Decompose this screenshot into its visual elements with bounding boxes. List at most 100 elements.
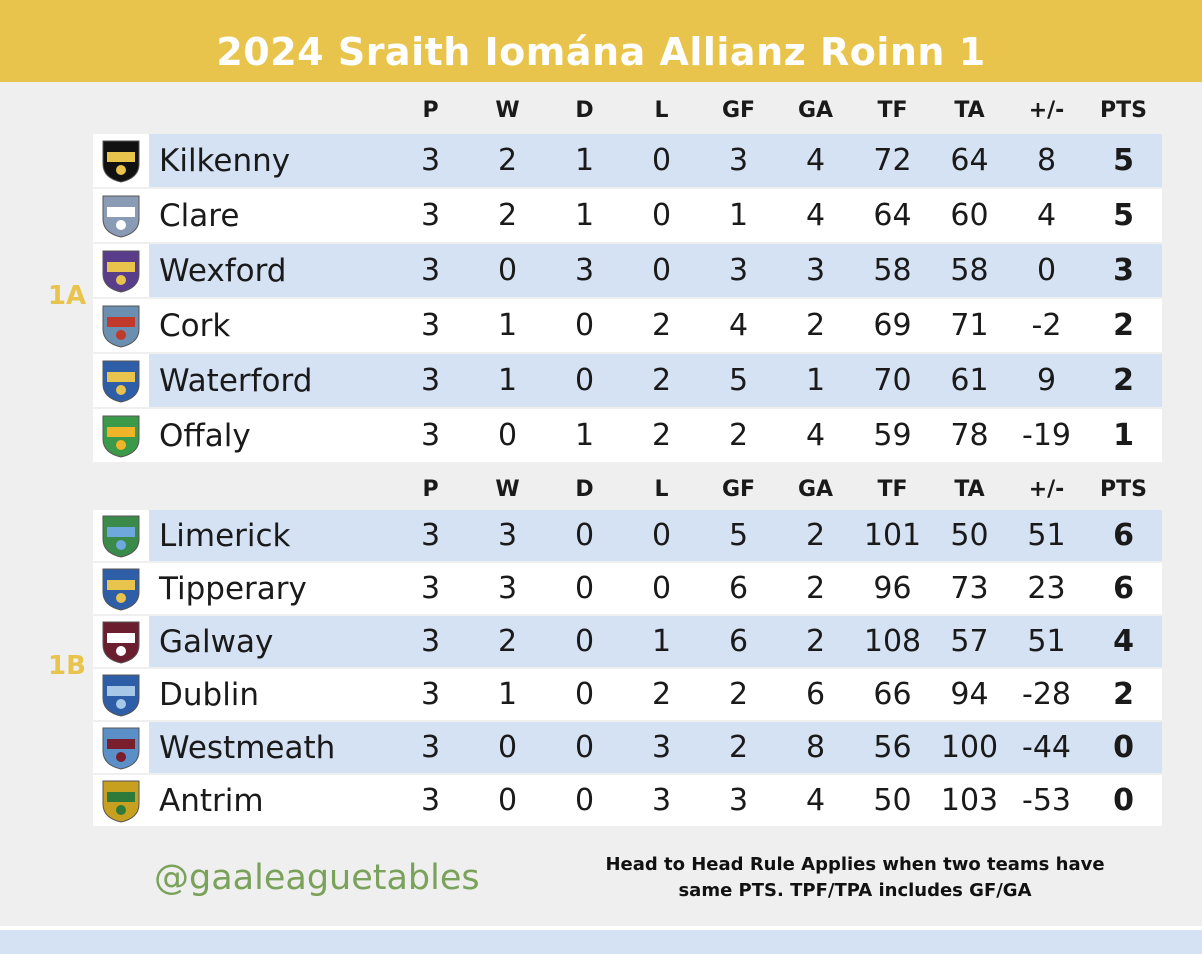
stat-ta: 57 xyxy=(950,624,989,659)
column-header: L xyxy=(654,97,669,123)
stat-ta: 78 xyxy=(950,418,989,453)
column-header: +/- xyxy=(1028,97,1065,123)
stat-l: 2 xyxy=(651,418,672,453)
stat-diff: -2 xyxy=(1031,308,1062,343)
stat-p: 3 xyxy=(420,624,441,659)
row-cells: Westmeath 3 0 0 3 2 8 56 100 -44 0 xyxy=(149,722,1162,773)
column-header: W xyxy=(495,476,520,502)
stat-tf: 108 xyxy=(863,624,922,659)
county-crest-icon xyxy=(93,134,149,187)
county-crest-icon xyxy=(93,775,149,826)
stat-pts: 2 xyxy=(1113,677,1134,712)
stat-l: 2 xyxy=(651,363,672,398)
stat-p: 3 xyxy=(420,198,441,233)
stat-d: 0 xyxy=(574,363,595,398)
stat-pts: 3 xyxy=(1113,253,1134,288)
stat-tf: 56 xyxy=(873,730,912,765)
stat-p: 3 xyxy=(420,363,441,398)
stat-p: 3 xyxy=(420,308,441,343)
stat-tf: 66 xyxy=(873,677,912,712)
team-name: Westmeath xyxy=(159,729,336,766)
stat-d: 0 xyxy=(574,308,595,343)
group-label: 1A xyxy=(47,281,87,311)
stat-ta: 94 xyxy=(950,677,989,712)
stat-l: 1 xyxy=(651,624,672,659)
stat-diff: 4 xyxy=(1036,198,1057,233)
row-cells: Limerick 3 3 0 0 5 2 101 50 51 6 xyxy=(149,510,1162,561)
table-row: Wexford 3 0 3 0 3 3 58 58 0 3 xyxy=(93,244,1162,297)
stat-w: 2 xyxy=(497,198,518,233)
stat-l: 2 xyxy=(651,677,672,712)
county-crest-icon xyxy=(93,510,149,561)
table-row: Westmeath 3 0 0 3 2 8 56 100 -44 0 xyxy=(93,722,1162,773)
row-cells: Tipperary 3 3 0 0 6 2 96 73 23 6 xyxy=(149,563,1162,614)
stat-tf: 59 xyxy=(873,418,912,453)
stat-pts: 4 xyxy=(1113,624,1134,659)
stat-d: 3 xyxy=(574,253,595,288)
title-bar: 2024 Sraith Iomána Allianz Roinn 1 xyxy=(0,0,1202,82)
team-name: Limerick xyxy=(159,517,291,554)
stat-gf: 3 xyxy=(728,783,749,818)
column-header: TF xyxy=(877,97,908,123)
stat-w: 1 xyxy=(497,363,518,398)
stat-ta: 60 xyxy=(950,198,989,233)
footer-bar xyxy=(0,930,1202,954)
footer-divider xyxy=(0,926,1202,930)
table-row: Limerick 3 3 0 0 5 2 101 50 51 6 xyxy=(93,510,1162,561)
column-header: TA xyxy=(954,97,985,123)
county-crest-icon xyxy=(93,616,149,667)
column-header: P xyxy=(422,97,439,123)
twitter-handle: @gaaleaguetables xyxy=(154,858,480,898)
stat-ta: 71 xyxy=(950,308,989,343)
stat-diff: 51 xyxy=(1027,624,1066,659)
table-row: Tipperary 3 3 0 0 6 2 96 73 23 6 xyxy=(93,563,1162,614)
county-crest-icon xyxy=(93,189,149,242)
stat-diff: 51 xyxy=(1027,518,1066,553)
stat-diff: 8 xyxy=(1036,143,1057,178)
stat-l: 0 xyxy=(651,571,672,606)
table-row: Antrim 3 0 0 3 3 4 50 103 -53 0 xyxy=(93,775,1162,826)
county-crest-icon xyxy=(93,299,149,352)
stat-ga: 4 xyxy=(805,418,826,453)
stat-l: 2 xyxy=(651,308,672,343)
stat-tf: 72 xyxy=(873,143,912,178)
stat-diff: -53 xyxy=(1022,783,1071,818)
stat-ta: 100 xyxy=(940,730,999,765)
stat-tf: 70 xyxy=(873,363,912,398)
stat-p: 3 xyxy=(420,253,441,288)
stat-pts: 6 xyxy=(1113,571,1134,606)
column-header: GF xyxy=(721,476,756,502)
stat-l: 0 xyxy=(651,198,672,233)
stat-ta: 103 xyxy=(940,783,999,818)
column-header-row: P W D L GF GA TF TA +/- PTS xyxy=(392,90,1162,130)
stat-d: 1 xyxy=(574,418,595,453)
column-header: PTS xyxy=(1100,476,1147,502)
row-cells: Antrim 3 0 0 3 3 4 50 103 -53 0 xyxy=(149,775,1162,826)
column-header: PTS xyxy=(1100,97,1147,123)
county-crest-icon xyxy=(93,244,149,297)
column-header: D xyxy=(575,97,594,123)
stat-pts: 2 xyxy=(1113,363,1134,398)
stat-gf: 5 xyxy=(728,518,749,553)
stat-diff: 23 xyxy=(1027,571,1066,606)
stat-gf: 5 xyxy=(728,363,749,398)
stat-gf: 4 xyxy=(728,308,749,343)
team-name: Antrim xyxy=(159,782,264,819)
stat-d: 0 xyxy=(574,730,595,765)
stat-ga: 1 xyxy=(805,363,826,398)
stat-ta: 58 xyxy=(950,253,989,288)
column-header: GA xyxy=(797,476,834,502)
rules-note-line-1: Head to Head Rule Applies when two teams… xyxy=(605,854,1105,875)
row-cells: Wexford 3 0 3 0 3 3 58 58 0 3 xyxy=(149,244,1162,297)
stat-gf: 2 xyxy=(728,418,749,453)
row-cells: Waterford 3 1 0 2 5 1 70 61 9 2 xyxy=(149,354,1162,407)
stat-ga: 6 xyxy=(805,677,826,712)
stat-p: 3 xyxy=(420,783,441,818)
stat-gf: 3 xyxy=(728,253,749,288)
stat-d: 0 xyxy=(574,677,595,712)
stat-gf: 6 xyxy=(728,624,749,659)
row-cells: Dublin 3 1 0 2 2 6 66 94 -28 2 xyxy=(149,669,1162,720)
county-crest-icon xyxy=(93,669,149,720)
team-name: Tipperary xyxy=(159,570,307,607)
table-row: Waterford 3 1 0 2 5 1 70 61 9 2 xyxy=(93,354,1162,407)
